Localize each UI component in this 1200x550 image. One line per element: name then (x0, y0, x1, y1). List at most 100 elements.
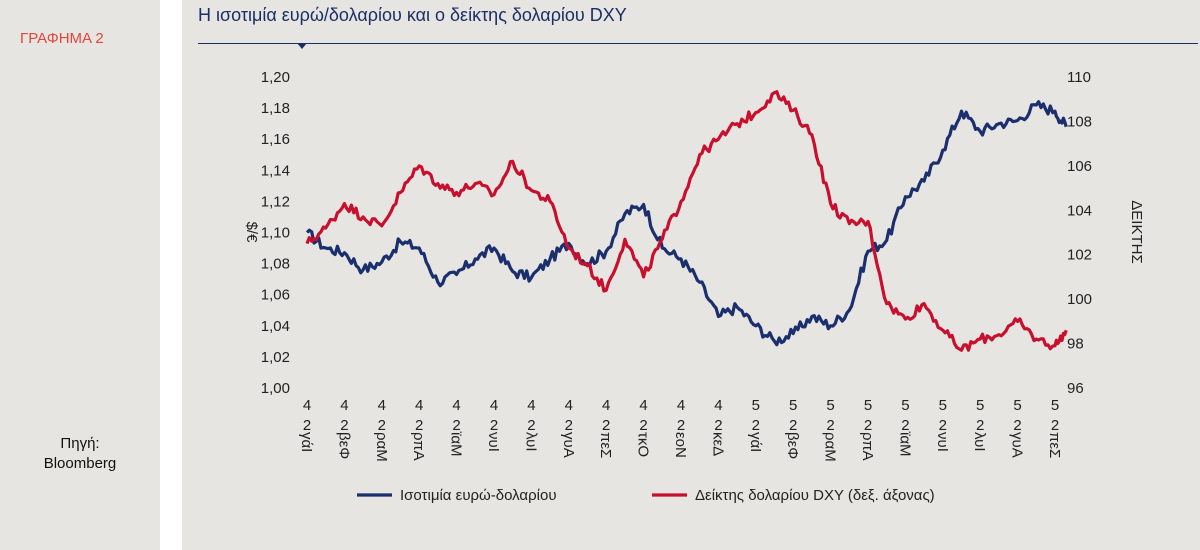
x-tick-year-digit: 4 (677, 397, 685, 414)
chart-title: Η ισοτιμία ευρώ/δολαρίου και ο δείκτης δ… (198, 5, 627, 25)
right-tick-label: 108 (1067, 113, 1092, 130)
x-tick-day-digit: 2 (565, 417, 573, 434)
right-tick-label: 104 (1067, 202, 1092, 219)
x-tick-month: πεΣ (1046, 432, 1063, 458)
x-tick-month: γυΑ (1009, 432, 1026, 458)
x-tick-day-digit: 2 (752, 417, 760, 434)
x-tick-month: νυΙ (934, 432, 951, 452)
series-line-eurusd (305, 100, 1068, 347)
x-tick-month: ρπΑ (410, 432, 427, 461)
left-tick-label: 1,12 (261, 193, 290, 210)
right-tick-label: 100 (1067, 291, 1092, 308)
left-tick-label: 1,18 (261, 100, 290, 117)
x-tick-year-digit: 5 (789, 397, 797, 414)
x-tick-month: ϊαΜ (896, 431, 913, 457)
x-tick-month: πεΣ (597, 432, 614, 458)
x-tick-day-digit: 2 (378, 417, 386, 434)
x-tick-month: τκΟ (635, 432, 652, 457)
x-tick-month: ρπΑ (859, 432, 876, 461)
x-tick-year-digit: 5 (939, 397, 947, 414)
left-tick-label: 1,08 (261, 256, 290, 273)
x-tick-month: γυΑ (560, 432, 577, 458)
x-tick-year-digit: 4 (340, 397, 348, 414)
x-tick-month: γάΙ (747, 432, 764, 452)
x-tick-day-digit: 2 (639, 417, 647, 434)
x-tick-year-digit: 4 (714, 397, 722, 414)
source-name: Bloomberg (43, 455, 117, 472)
left-tick-label: 1,06 (261, 287, 290, 304)
x-tick-day-digit: 2 (677, 417, 685, 434)
x-tick-year-digit: 4 (415, 397, 423, 414)
right-axis: 96 98 100 102 104 106 108 110 (1067, 69, 1092, 397)
legend-item-eurusd: Ισοτιμία ευρώ-δολαρίου (357, 487, 557, 504)
x-tick-day-digit: 2 (490, 417, 498, 434)
title-rule (198, 43, 1198, 44)
x-tick-month: λυΙ (522, 432, 539, 452)
legend-label-eurusd: Ισοτιμία ευρώ-δολαρίου (400, 487, 557, 504)
right-tick-label: 102 (1067, 247, 1092, 264)
x-tick-year-digit: 4 (602, 397, 610, 414)
x-tick-day-digit: 2 (527, 417, 535, 434)
x-tick-month: ϊαΜ (448, 431, 465, 457)
right-tick-label: 96 (1067, 380, 1084, 397)
left-tick-label: 1,10 (261, 225, 290, 242)
left-tick-label: 1,04 (261, 318, 290, 335)
x-tick-year-digit: 4 (527, 397, 535, 414)
chart-panel: Η ισοτιμία ευρώ/δολαρίου και ο δείκτης δ… (182, 0, 1200, 550)
x-tick-day-digit: 2 (789, 417, 797, 434)
left-tick-label: 1,00 (261, 380, 290, 397)
x-tick-month: βεΦ (335, 432, 352, 459)
x-tick-year-digit: 4 (490, 397, 498, 414)
left-tick-label: 1,02 (261, 349, 290, 366)
x-tick-year-digit: 5 (901, 397, 909, 414)
x-tick-month: κεΔ (709, 432, 726, 456)
legend-item-dxy: Δείκτης δολαρίου DXY (δεξ. άξονας) (652, 487, 935, 504)
x-tick-month: νυΙ (485, 432, 502, 452)
left-tick-label: 1,20 (261, 69, 290, 86)
figure-label: ΓΡΑΦΗΜΑ 2 (20, 30, 104, 47)
x-tick-year-digit: 5 (752, 397, 760, 414)
x-tick-year-digit: 5 (976, 397, 984, 414)
series-layer (305, 90, 1068, 352)
x-tick-day-digit: 2 (1013, 417, 1021, 434)
x-tick-year-digit: 4 (378, 397, 386, 414)
x-tick-year-digit: 5 (1013, 397, 1021, 414)
divider-gap (160, 0, 182, 550)
x-tick-day-digit: 2 (1051, 417, 1059, 434)
x-tick-day-digit: 2 (826, 417, 834, 434)
x-tick-year-digit: 4 (452, 397, 460, 414)
x-tick-month: βεΦ (784, 432, 801, 459)
right-tick-label: 98 (1067, 336, 1084, 353)
x-axis: 42γάΙ42βεΦ42ραΜ42ρπΑ42ϊαΜ42νυΙ42λυΙ42γυΑ… (298, 397, 1063, 462)
x-tick-month: ραΜ (373, 432, 390, 462)
x-tick-year-digit: 4 (303, 397, 311, 414)
left-tick-label: 1,14 (261, 162, 290, 179)
x-tick-day-digit: 2 (602, 417, 610, 434)
legend: Ισοτιμία ευρώ-δολαρίου Δείκτης δολαρίου D… (357, 487, 935, 504)
source-label: Πηγή: (60, 435, 100, 452)
x-tick-day-digit: 2 (714, 417, 722, 434)
x-tick-day-digit: 2 (415, 417, 423, 434)
x-tick-month: ραΜ (822, 432, 839, 462)
sidebar: ΓΡΑΦΗΜΑ 2 Πηγή: Bloomberg (0, 0, 160, 550)
right-axis-label-text: ΔΕΙΚΤΗΣ (1128, 200, 1145, 263)
right-tick-label: 110 (1067, 69, 1091, 86)
left-axis-label: $/€ (243, 222, 260, 244)
source-note: Πηγή: Bloomberg (0, 434, 160, 474)
series-line-dxy (305, 90, 1068, 352)
left-axis: 1,00 1,02 1,04 1,06 1,08 1,10 1,12 1,14 1,16 1,18… (261, 69, 290, 397)
right-tick-label: 106 (1067, 158, 1092, 175)
x-tick-year-digit: 4 (565, 397, 573, 414)
